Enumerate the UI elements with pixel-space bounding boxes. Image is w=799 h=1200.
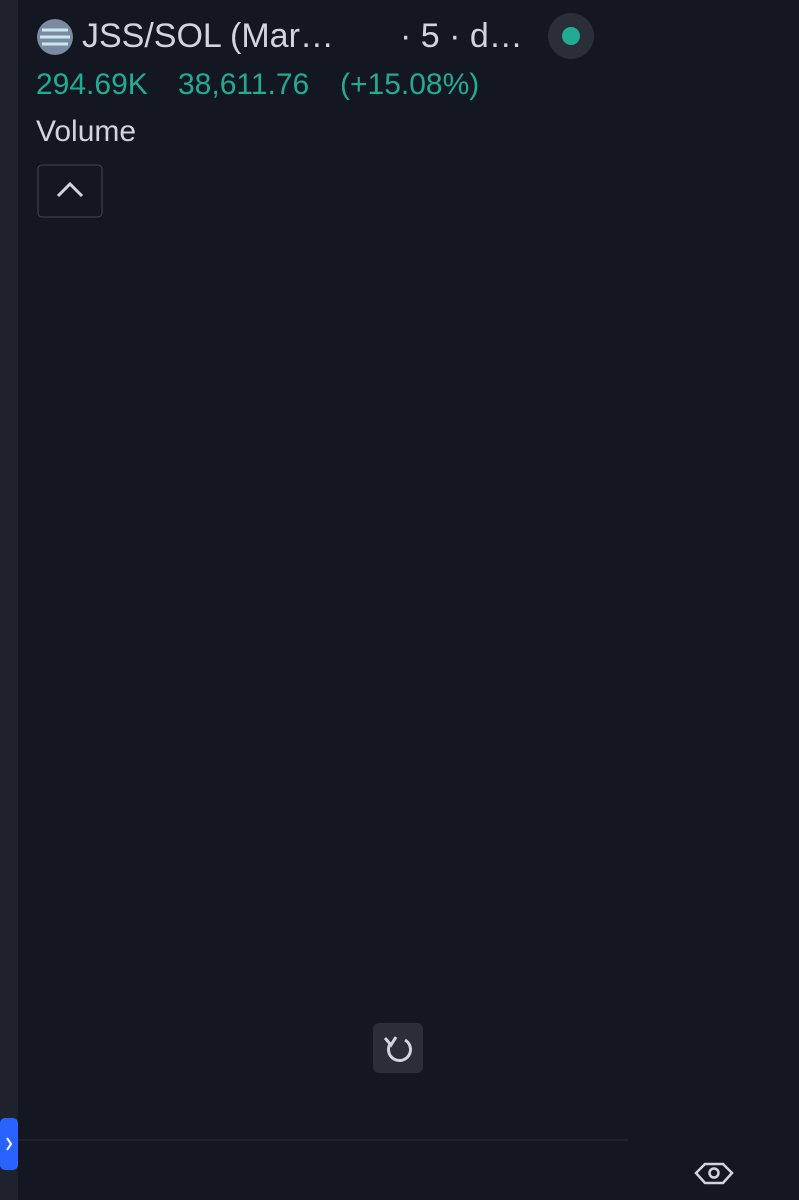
- reset-icon: [387, 1038, 412, 1062]
- reset-icon-arrow: [383, 1036, 398, 1048]
- header-change-percent: (+15.08%): [340, 68, 479, 101]
- symbol-title: JSS/SOL (Mar…: [82, 17, 334, 55]
- left-strip: [0, 0, 18, 1200]
- settings-icon[interactable]: [694, 1162, 734, 1185]
- side-toggle-icon: [6, 1137, 13, 1151]
- reset-button[interactable]: [373, 1023, 423, 1073]
- header-change: 38,611.76: [178, 68, 309, 101]
- collapse-button[interactable]: [37, 164, 103, 218]
- volume-label: Volume: [36, 115, 136, 148]
- settings-icon-center: [708, 1167, 720, 1179]
- time-axis-bg: [0, 1140, 799, 1200]
- side-toggle[interactable]: [0, 1118, 18, 1170]
- header-price: 294.69K: [36, 68, 148, 101]
- collapse-icon: [56, 181, 84, 198]
- interval: · 5 · d…: [400, 17, 523, 55]
- symbol-icon-lines: [40, 28, 70, 46]
- status-dot: [562, 27, 580, 45]
